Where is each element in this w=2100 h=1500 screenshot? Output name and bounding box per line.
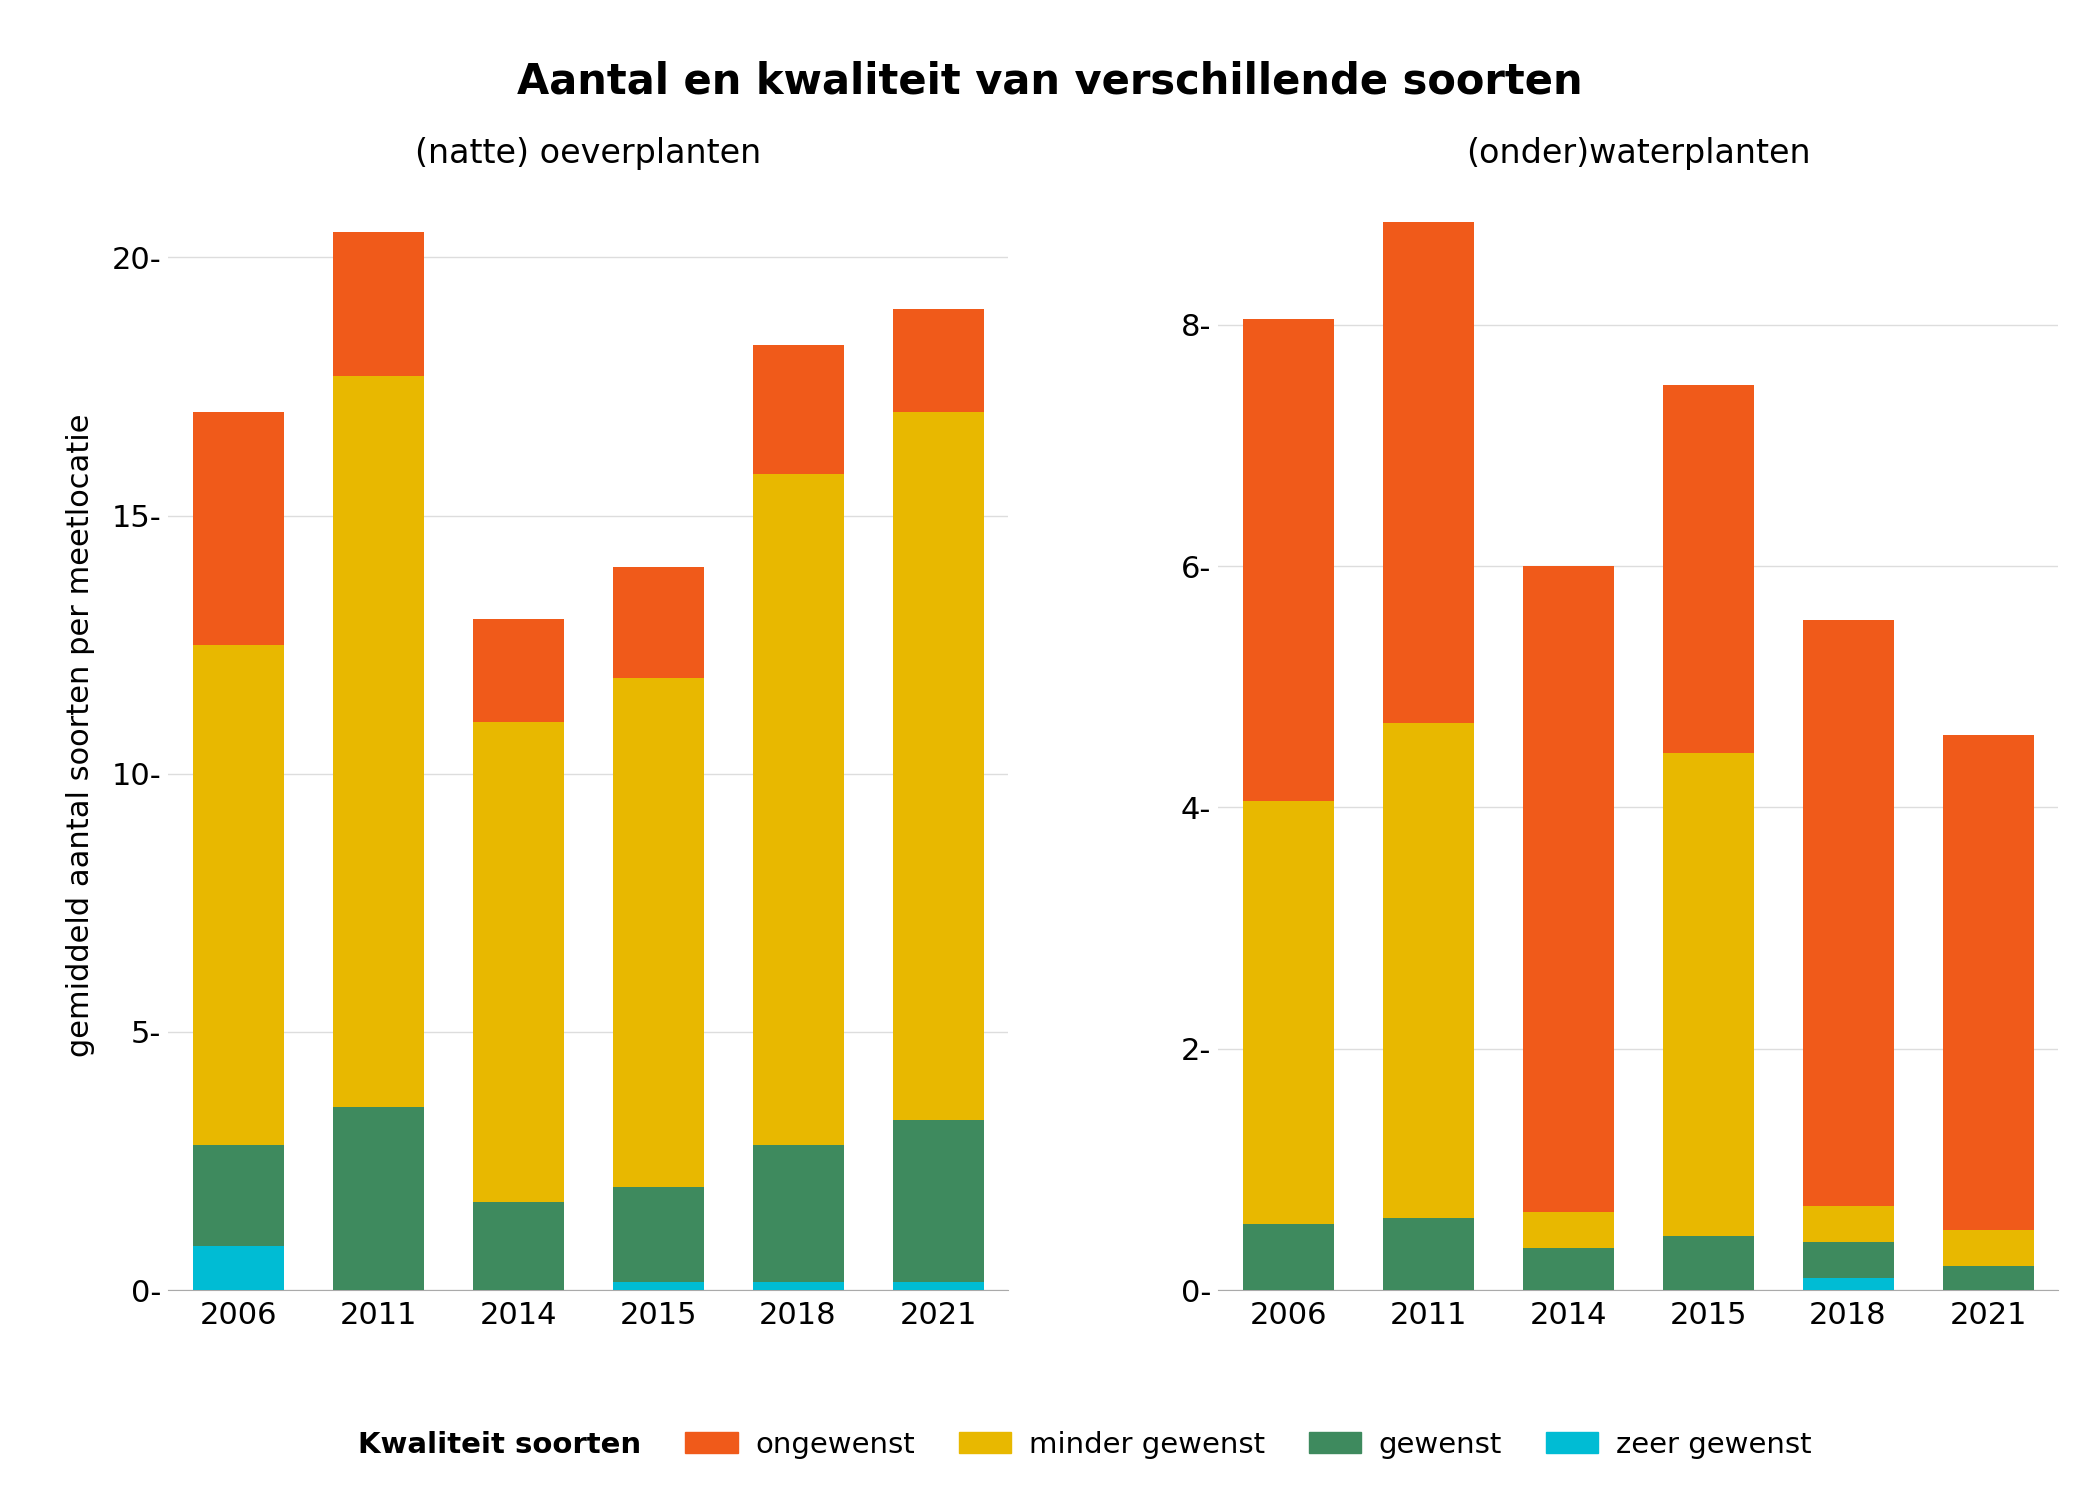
Bar bbox=[193, 1146, 284, 1246]
Bar bbox=[1942, 1230, 2033, 1266]
Bar bbox=[1382, 723, 1474, 1218]
Bar bbox=[472, 722, 563, 1202]
Bar bbox=[1243, 801, 1334, 1224]
Bar bbox=[752, 1282, 844, 1290]
Title: (onder)waterplanten: (onder)waterplanten bbox=[1466, 138, 1810, 171]
Bar bbox=[1663, 753, 1754, 1236]
Bar bbox=[472, 620, 563, 722]
Bar bbox=[1522, 1248, 1613, 1290]
Bar bbox=[193, 1246, 284, 1290]
Bar bbox=[332, 1107, 424, 1290]
Bar bbox=[1243, 318, 1334, 801]
Bar bbox=[1522, 1212, 1613, 1248]
Bar bbox=[1802, 1242, 1894, 1278]
Bar bbox=[752, 474, 844, 1146]
Bar bbox=[1382, 222, 1474, 723]
Bar bbox=[1382, 1218, 1474, 1290]
Bar bbox=[1942, 1266, 2033, 1290]
Bar bbox=[1522, 566, 1613, 1212]
Bar bbox=[613, 678, 704, 1186]
Legend: Kwaliteit soorten, ongewenst, minder gewenst, gewenst, zeer gewenst: Kwaliteit soorten, ongewenst, minder gew… bbox=[277, 1419, 1823, 1470]
Bar bbox=[193, 413, 284, 645]
Bar bbox=[892, 1119, 983, 1282]
Bar bbox=[892, 413, 983, 1119]
Y-axis label: gemiddeld aantal soorten per meetlocatie: gemiddeld aantal soorten per meetlocatie bbox=[65, 414, 94, 1056]
Bar bbox=[1802, 1278, 1894, 1290]
Bar bbox=[752, 1146, 844, 1282]
Text: Aantal en kwaliteit van verschillende soorten: Aantal en kwaliteit van verschillende so… bbox=[517, 60, 1583, 102]
Bar bbox=[1663, 386, 1754, 753]
Bar bbox=[1802, 1206, 1894, 1242]
Bar bbox=[613, 567, 704, 678]
Bar bbox=[892, 309, 983, 413]
Bar bbox=[613, 1282, 704, 1290]
Bar bbox=[332, 376, 424, 1107]
Bar bbox=[752, 345, 844, 474]
Bar bbox=[892, 1282, 983, 1290]
Bar bbox=[332, 231, 424, 376]
Bar bbox=[613, 1186, 704, 1282]
Bar bbox=[193, 645, 284, 1146]
Bar bbox=[472, 1202, 563, 1290]
Bar bbox=[1663, 1236, 1754, 1290]
Bar bbox=[1942, 735, 2033, 1230]
Bar bbox=[1243, 1224, 1334, 1290]
Bar bbox=[1802, 621, 1894, 1206]
Title: (natte) oeverplanten: (natte) oeverplanten bbox=[416, 138, 760, 171]
